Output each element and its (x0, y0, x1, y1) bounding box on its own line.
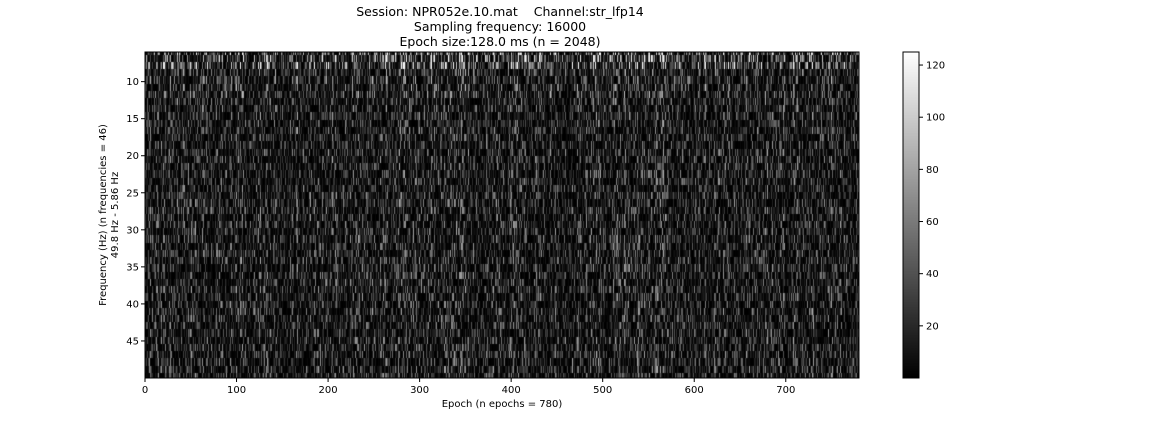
colorbar-tick-label: 100 (926, 113, 945, 124)
y-tick-label: 40 (126, 299, 139, 310)
chart-title-line-1: Session: NPR052e.10.mat Channel:str_lfp1… (356, 4, 644, 19)
colorbar (903, 52, 919, 378)
plot-frame (144, 51, 860, 379)
y-tick-label: 20 (126, 151, 139, 162)
colorbar-tick-label: 60 (926, 217, 939, 228)
x-tick-label: 100 (227, 385, 246, 396)
x-axis-label: Epoch (n epochs = 780) (442, 399, 563, 410)
chart-title-line-3: Epoch size:128.0 ms (n = 2048) (399, 34, 601, 49)
y-tick-label: 35 (126, 262, 139, 273)
colorbar-tick-label: 20 (926, 321, 939, 332)
colorbar-tick-label: 120 (926, 61, 945, 72)
spectrogram-heatmap (145, 52, 859, 378)
x-tick-label: 500 (593, 385, 612, 396)
x-tick-label: 700 (776, 385, 795, 396)
y-tick-label: 10 (126, 77, 139, 88)
x-tick-label: 400 (502, 385, 521, 396)
y-tick-label: 45 (126, 336, 139, 347)
colorbar-tick-label: 40 (926, 269, 939, 280)
colorbar-ticks: 20 40 60 80 100 120 (919, 61, 945, 332)
x-axis-ticks: 0 100 200 300 400 500 600 700 (142, 378, 795, 396)
y-axis-label: Frequency (Hz) (n frequencies = 46) (98, 124, 109, 306)
chart-title-line-2: Sampling frequency: 16000 (413, 19, 587, 34)
x-tick-label: 0 (142, 385, 148, 396)
colorbar-tick-label: 80 (926, 165, 939, 176)
y-axis-ticks: 10 15 20 25 30 35 40 45 (126, 77, 145, 347)
y-tick-label: 30 (126, 225, 139, 236)
x-tick-label: 300 (410, 385, 429, 396)
y-tick-label: 15 (126, 114, 139, 125)
x-tick-label: 200 (319, 385, 338, 396)
colorbar-frame (902, 51, 920, 379)
x-tick-label: 600 (685, 385, 704, 396)
y-axis-label-range: 49.8 Hz - 5.86 Hz (110, 172, 121, 258)
y-tick-label: 25 (126, 188, 139, 199)
